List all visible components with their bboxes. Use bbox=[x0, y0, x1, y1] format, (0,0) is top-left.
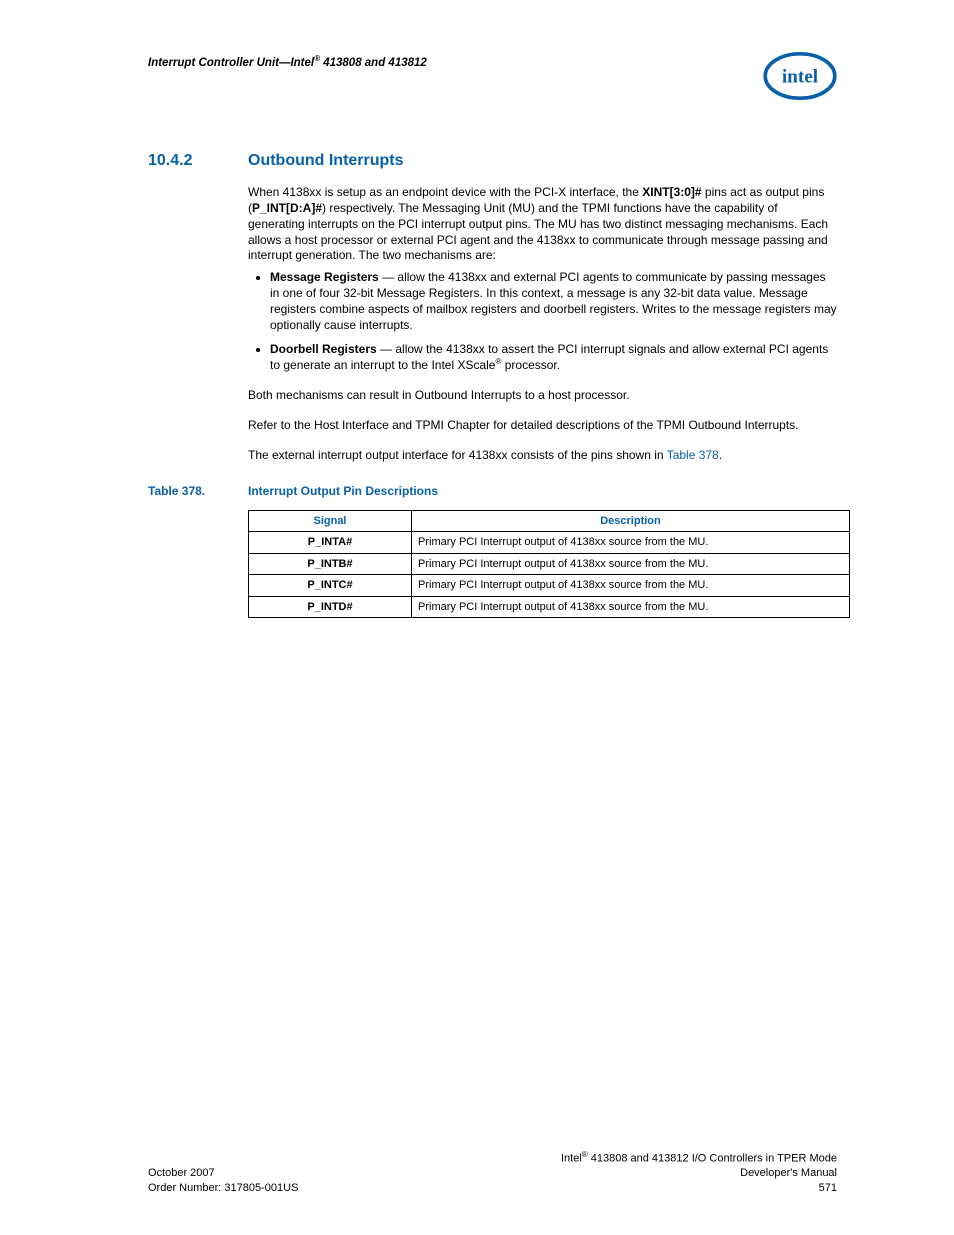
paragraph-2: Both mechanisms can result in Outbound I… bbox=[248, 388, 837, 404]
table-378-link[interactable]: Table 378 bbox=[667, 448, 719, 462]
section-title: Outbound Interrupts bbox=[248, 150, 404, 171]
footer-right: Intel® 413808 and 413812 I/O Controllers… bbox=[561, 1150, 837, 1195]
table-row: P_INTD# Primary PCI Interrupt output of … bbox=[249, 596, 850, 618]
bullet-1: Message Registers — allow the 4138xx and… bbox=[270, 270, 837, 333]
cell-signal: P_INTC# bbox=[249, 575, 412, 597]
paragraph-1: When 4138xx is setup as an endpoint devi… bbox=[248, 185, 837, 264]
footer-doc-subtitle: Developer's Manual bbox=[740, 1167, 837, 1179]
cell-desc: Primary PCI Interrupt output of 4138xx s… bbox=[412, 532, 850, 554]
paragraph-3: Refer to the Host Interface and TPMI Cha… bbox=[248, 418, 837, 434]
bullet-2-rest-b: processor. bbox=[501, 358, 560, 372]
col-signal: Signal bbox=[249, 510, 412, 532]
cell-desc: Primary PCI Interrupt output of 4138xx s… bbox=[412, 596, 850, 618]
table-caption: Table 378. Interrupt Output Pin Descript… bbox=[248, 484, 837, 500]
footer-left: October 2007 Order Number: 317805-001US bbox=[148, 1166, 298, 1195]
running-title-post: 413808 and 413812 bbox=[320, 57, 427, 69]
logo-text: intel bbox=[782, 67, 819, 88]
col-description: Description bbox=[412, 510, 850, 532]
running-title: Interrupt Controller Unit—Intel® 413808 … bbox=[148, 54, 427, 69]
page-header: Interrupt Controller Unit—Intel® 413808 … bbox=[148, 54, 837, 102]
bullet-2-lead: Doorbell Registers bbox=[270, 342, 377, 356]
cell-signal: P_INTB# bbox=[249, 553, 412, 575]
cell-signal: P_INTA# bbox=[249, 532, 412, 554]
p1-b: XINT[3:0]# bbox=[642, 185, 701, 199]
page-footer: October 2007 Order Number: 317805-001US … bbox=[148, 1150, 837, 1195]
footer-date: October 2007 bbox=[148, 1167, 215, 1179]
table-header-row: Signal Description bbox=[249, 510, 850, 532]
p1-d: P_INT[D:A]# bbox=[252, 201, 322, 215]
table-caption-title: Interrupt Output Pin Descriptions bbox=[248, 484, 438, 500]
cell-signal: P_INTD# bbox=[249, 596, 412, 618]
p4-b: . bbox=[719, 448, 722, 462]
page: Interrupt Controller Unit—Intel® 413808 … bbox=[0, 0, 954, 1235]
cell-desc: Primary PCI Interrupt output of 4138xx s… bbox=[412, 575, 850, 597]
running-title-pre: Interrupt Controller Unit—Intel bbox=[148, 57, 314, 69]
bullet-list: Message Registers — allow the 4138xx and… bbox=[248, 270, 837, 374]
table-caption-number: Table 378. bbox=[148, 484, 248, 500]
section-heading: 10.4.2 Outbound Interrupts bbox=[248, 150, 837, 171]
body-column: 10.4.2 Outbound Interrupts When 4138xx i… bbox=[248, 150, 837, 618]
table-row: P_INTC# Primary PCI Interrupt output of … bbox=[249, 575, 850, 597]
paragraph-4: The external interrupt output interface … bbox=[248, 448, 837, 464]
bullet-2: Doorbell Registers — allow the 4138xx to… bbox=[270, 342, 837, 375]
cell-desc: Primary PCI Interrupt output of 4138xx s… bbox=[412, 553, 850, 575]
section-number: 10.4.2 bbox=[148, 150, 248, 171]
table-row: P_INTA# Primary PCI Interrupt output of … bbox=[249, 532, 850, 554]
footer-doc-title-b: 413808 and 413812 I/O Controllers in TPE… bbox=[588, 1153, 837, 1165]
footer-page-number: 571 bbox=[819, 1182, 837, 1194]
bullet-1-lead: Message Registers bbox=[270, 270, 379, 284]
p4-a: The external interrupt output interface … bbox=[248, 448, 667, 462]
p1-e: ) respectively. The Messaging Unit (MU) … bbox=[248, 201, 828, 262]
intel-logo-icon: intel bbox=[763, 50, 837, 102]
footer-order-number: Order Number: 317805-001US bbox=[148, 1182, 298, 1194]
pin-table: Signal Description P_INTA# Primary PCI I… bbox=[248, 510, 850, 619]
table-row: P_INTB# Primary PCI Interrupt output of … bbox=[249, 553, 850, 575]
p1-a: When 4138xx is setup as an endpoint devi… bbox=[248, 185, 642, 199]
footer-doc-title-a: Intel bbox=[561, 1153, 582, 1165]
